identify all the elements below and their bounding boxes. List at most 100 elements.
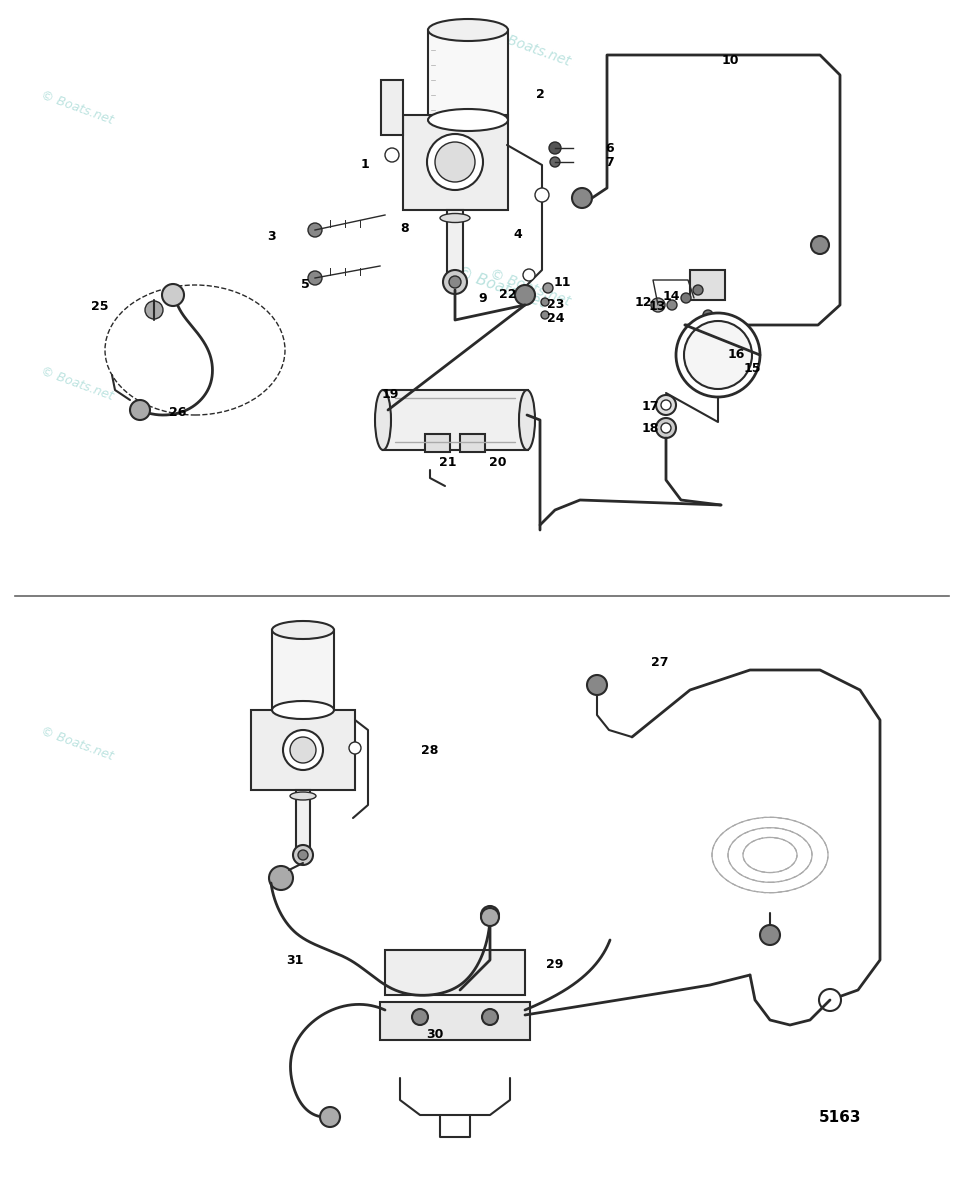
Text: © Boats.net: © Boats.net	[455, 265, 548, 311]
Text: 24: 24	[548, 312, 565, 324]
Text: 26: 26	[170, 407, 187, 420]
Circle shape	[572, 188, 592, 208]
Circle shape	[515, 284, 535, 305]
Bar	[296, 790, 310, 860]
Text: 11: 11	[553, 276, 571, 289]
Bar	[383, 390, 528, 450]
Circle shape	[308, 271, 322, 284]
Text: 7: 7	[605, 156, 614, 169]
Ellipse shape	[428, 109, 508, 131]
Text: 15: 15	[743, 361, 761, 374]
Circle shape	[541, 311, 549, 319]
Text: 9: 9	[479, 292, 488, 305]
Circle shape	[269, 866, 293, 890]
Text: © Boats.net: © Boats.net	[40, 365, 115, 403]
Circle shape	[293, 845, 313, 865]
Text: 14: 14	[662, 290, 680, 304]
Circle shape	[162, 284, 184, 306]
Ellipse shape	[272, 622, 334, 638]
Circle shape	[283, 730, 323, 770]
Circle shape	[543, 283, 553, 293]
Ellipse shape	[428, 19, 508, 41]
Text: 6: 6	[605, 142, 614, 155]
Text: © Boats.net: © Boats.net	[488, 266, 573, 310]
Bar	[403, 115, 508, 210]
Text: 1: 1	[361, 158, 369, 172]
Bar	[425, 434, 450, 452]
Bar	[690, 270, 725, 300]
Circle shape	[541, 298, 549, 306]
Circle shape	[667, 300, 677, 310]
Circle shape	[535, 188, 549, 202]
Circle shape	[320, 1106, 340, 1127]
Text: © Boats.net: © Boats.net	[40, 725, 115, 763]
Circle shape	[656, 395, 676, 415]
Circle shape	[308, 223, 322, 236]
Circle shape	[684, 320, 752, 389]
Text: © Boats.net: © Boats.net	[40, 89, 115, 127]
Circle shape	[482, 1009, 498, 1025]
Text: 28: 28	[421, 744, 439, 756]
Circle shape	[819, 989, 841, 1010]
Bar	[385, 950, 525, 995]
Text: 10: 10	[721, 54, 738, 66]
Text: 17: 17	[641, 401, 658, 414]
Circle shape	[760, 925, 780, 946]
Text: 21: 21	[440, 456, 457, 469]
Text: 27: 27	[652, 656, 669, 670]
Circle shape	[145, 301, 163, 319]
Circle shape	[651, 298, 665, 312]
Circle shape	[693, 284, 703, 295]
Text: 12: 12	[634, 295, 652, 308]
Bar	[428, 30, 508, 120]
Circle shape	[349, 742, 361, 754]
Circle shape	[703, 310, 713, 320]
Bar	[447, 210, 463, 290]
Circle shape	[549, 142, 561, 154]
Circle shape	[412, 1009, 428, 1025]
Text: 30: 30	[426, 1028, 443, 1042]
Text: 16: 16	[727, 348, 744, 361]
Circle shape	[661, 422, 671, 433]
Circle shape	[298, 850, 308, 860]
Circle shape	[587, 674, 607, 695]
Circle shape	[449, 276, 461, 288]
Ellipse shape	[375, 390, 391, 450]
Text: 20: 20	[490, 456, 507, 469]
Text: 18: 18	[641, 421, 658, 434]
Ellipse shape	[440, 214, 470, 222]
Text: © Boats.net: © Boats.net	[488, 26, 573, 70]
Circle shape	[443, 270, 467, 294]
Text: 2: 2	[536, 89, 545, 102]
Text: 4: 4	[514, 228, 522, 241]
Text: 8: 8	[401, 222, 410, 234]
Circle shape	[811, 236, 829, 254]
Bar	[380, 1002, 530, 1040]
Circle shape	[676, 313, 760, 397]
Circle shape	[481, 908, 499, 926]
Text: 5163: 5163	[818, 1110, 861, 1126]
Circle shape	[290, 737, 316, 763]
Bar	[460, 434, 485, 452]
Text: 29: 29	[547, 959, 564, 972]
Circle shape	[661, 400, 671, 410]
Bar	[381, 80, 403, 134]
Text: 5: 5	[301, 278, 309, 292]
Circle shape	[523, 269, 535, 281]
Bar	[272, 630, 334, 710]
Circle shape	[435, 142, 475, 182]
Text: 13: 13	[649, 300, 666, 313]
Circle shape	[681, 293, 691, 302]
Bar	[251, 710, 355, 790]
Circle shape	[427, 134, 483, 190]
Ellipse shape	[272, 701, 334, 719]
Circle shape	[481, 906, 499, 924]
Circle shape	[130, 400, 150, 420]
Text: 25: 25	[92, 300, 109, 313]
Text: 31: 31	[286, 954, 304, 966]
Text: 23: 23	[548, 299, 565, 312]
Ellipse shape	[290, 792, 316, 800]
Text: 22: 22	[499, 288, 517, 301]
Circle shape	[385, 148, 399, 162]
Text: 19: 19	[382, 389, 399, 402]
